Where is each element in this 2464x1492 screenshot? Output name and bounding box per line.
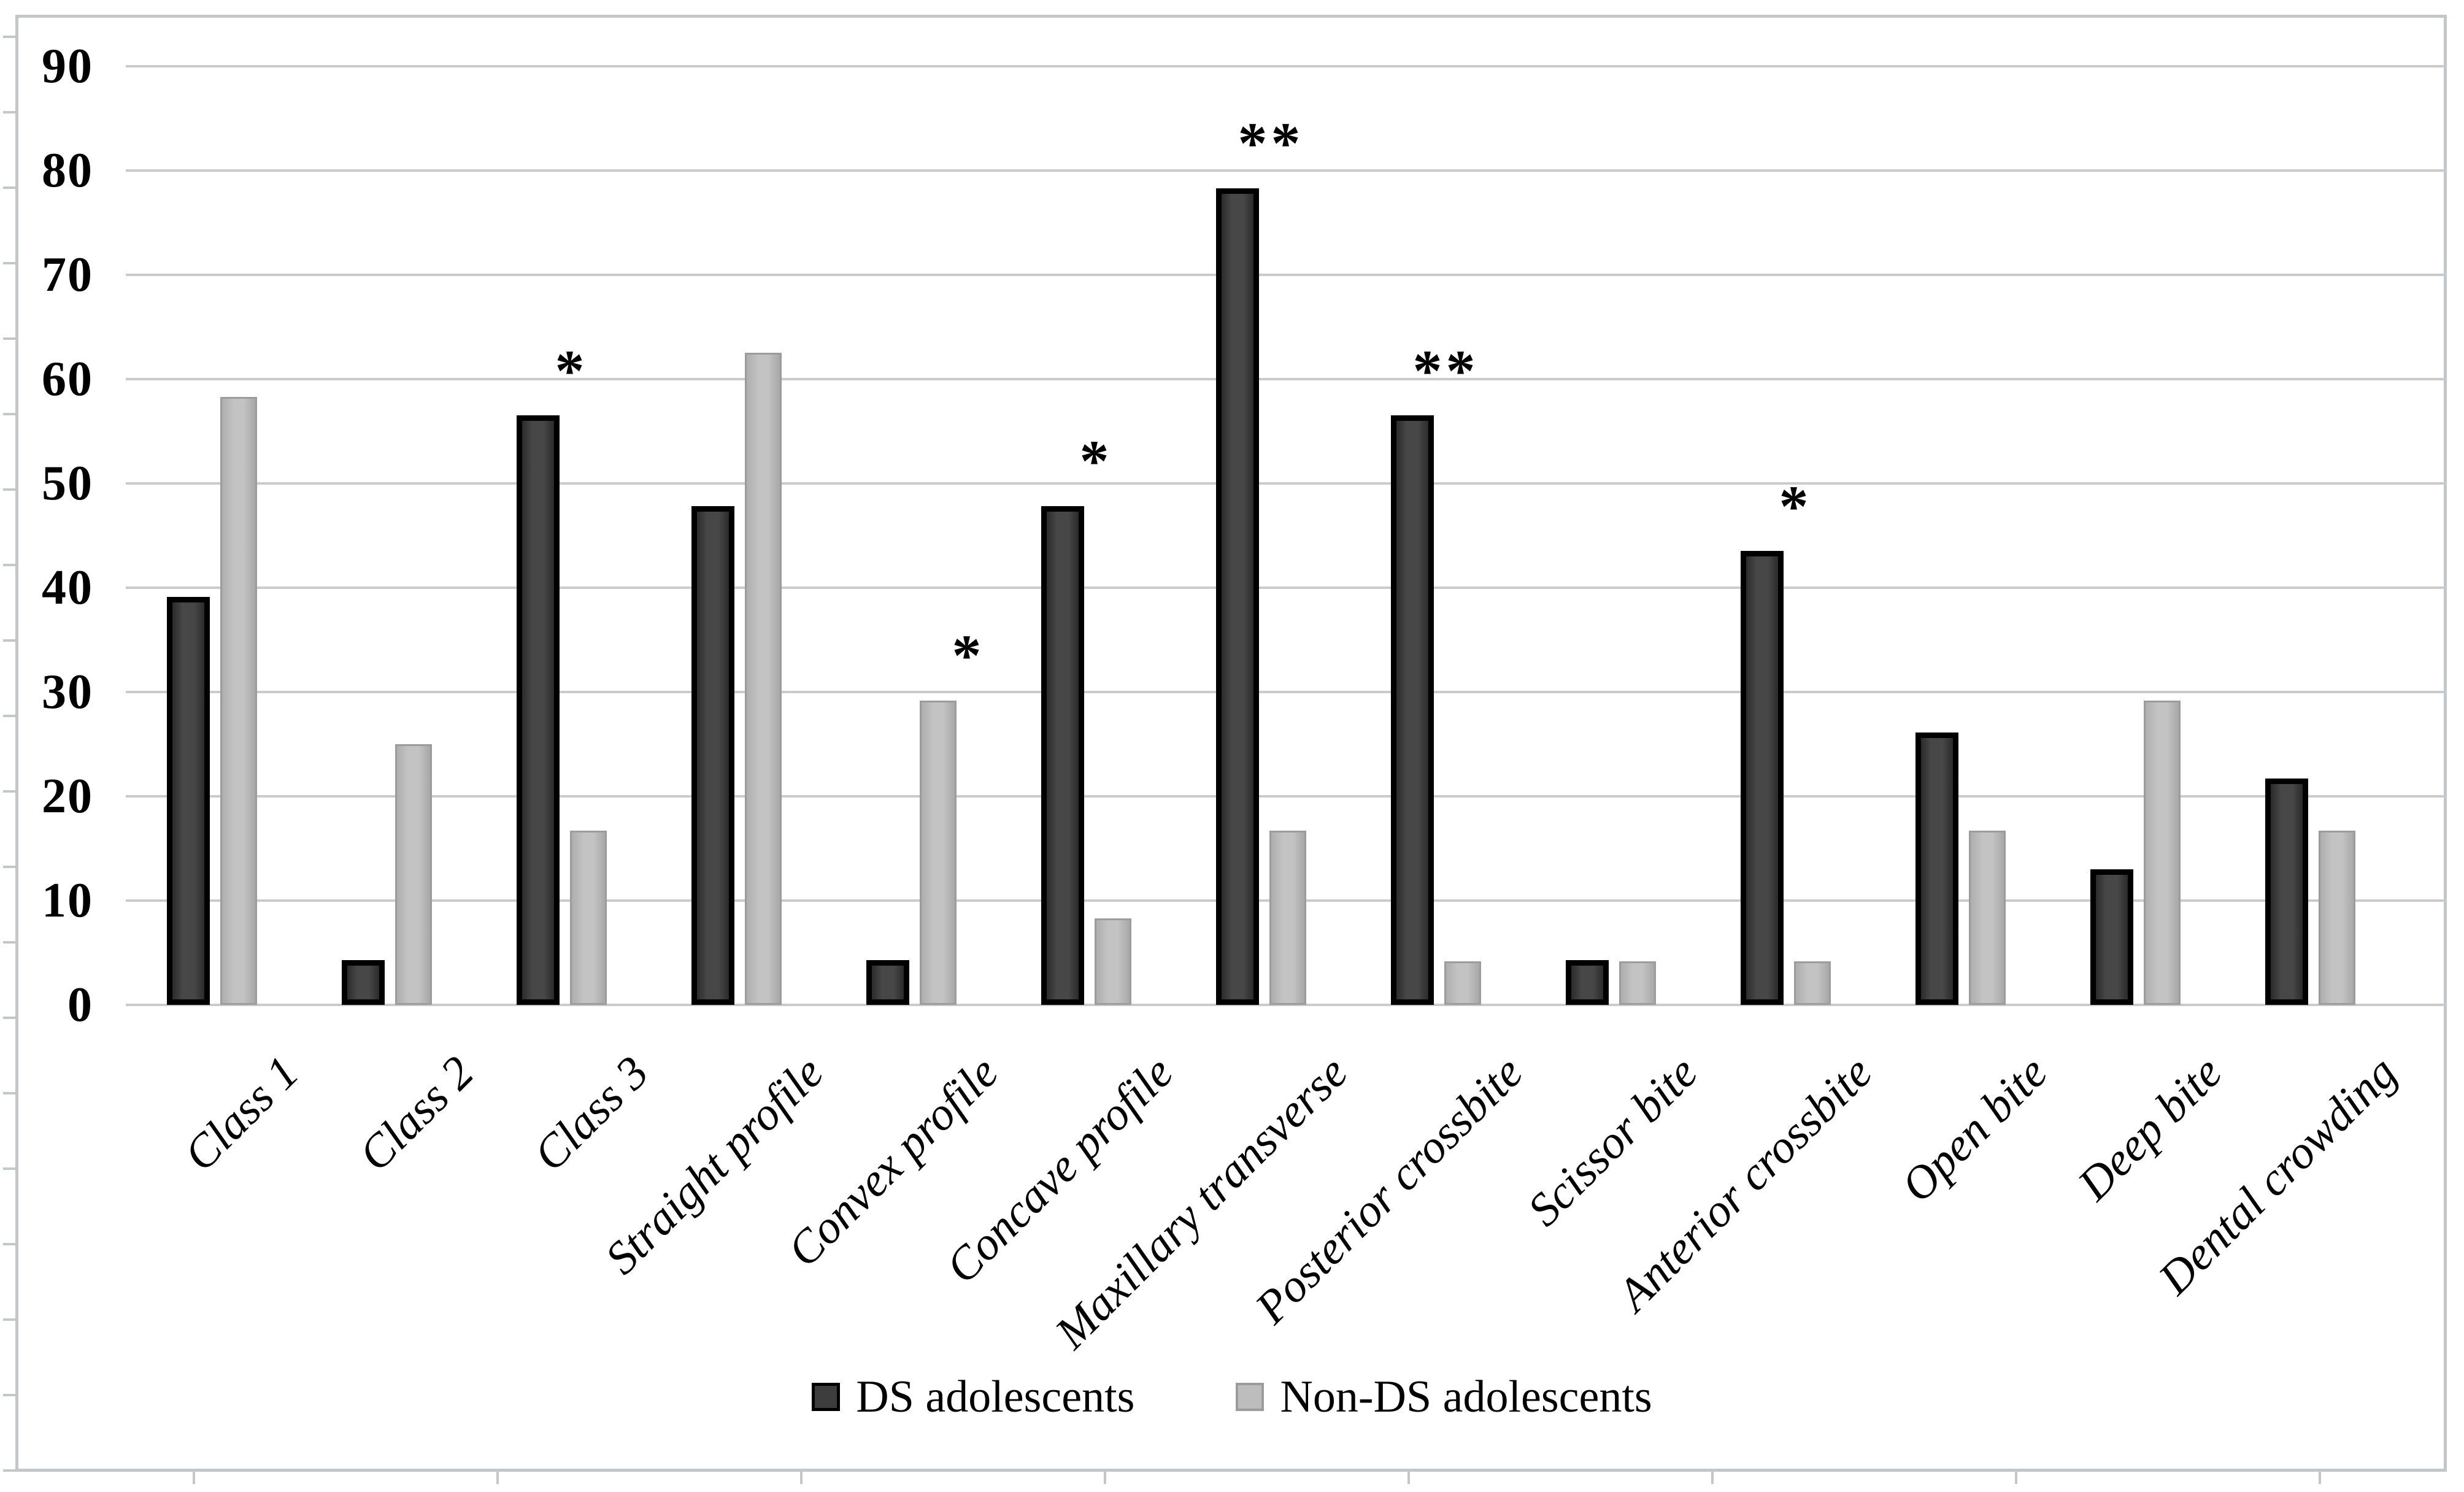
- gridline-0: [126, 1004, 2445, 1006]
- bar-ds-adolescents-dental-crowding: [2265, 779, 2308, 1005]
- frame-minor-tick: [800, 1472, 803, 1484]
- gridline-30: [126, 691, 2445, 693]
- bar-non-ds-adolescents-concave-profile: [1094, 918, 1131, 1005]
- bar-ds-adolescents-posterior-crossbite: [1390, 415, 1434, 1005]
- gridline-40: [126, 586, 2445, 589]
- frame-minor-tick: [3, 866, 15, 868]
- legend-item-ds-adolescents: DS adolescents: [812, 1372, 1134, 1421]
- frame-minor-tick: [3, 1394, 15, 1396]
- significance-marker-posterior-crossbite: **: [1412, 337, 1479, 404]
- legend-swatch-icon: [812, 1383, 841, 1411]
- frame-minor-tick: [3, 186, 15, 189]
- frame-minor-tick: [3, 36, 15, 38]
- frame-minor-tick: [3, 1243, 15, 1245]
- frame-minor-tick: [2015, 1472, 2017, 1484]
- bar-non-ds-adolescents-maxillary-transverse: [1269, 831, 1306, 1005]
- frame-minor-tick: [3, 1092, 15, 1094]
- y-tick-label-10: 10: [42, 874, 93, 928]
- frame-minor-tick: [1104, 1472, 1106, 1484]
- frame-minor-tick: [193, 1472, 195, 1484]
- frame-minor-tick: [3, 564, 15, 566]
- figure-frame: [15, 15, 2447, 1472]
- legend-label: Non-DS adolescents: [1280, 1372, 1652, 1422]
- frame-minor-tick: [3, 1017, 15, 1019]
- gridline-70: [126, 274, 2445, 276]
- y-tick-label-70: 70: [42, 248, 93, 302]
- gridline-50: [126, 482, 2445, 485]
- bar-ds-adolescents-scissor-bite: [1565, 960, 1609, 1005]
- frame-minor-tick: [3, 639, 15, 642]
- frame-minor-tick: [3, 111, 15, 113]
- legend-swatch-icon: [1236, 1383, 1265, 1411]
- bar-ds-adolescents-convex-profile: [866, 960, 909, 1005]
- bar-non-ds-adolescents-open-bite: [1968, 831, 2006, 1005]
- bar-non-ds-adolescents-straight-profile: [744, 353, 782, 1005]
- bar-ds-adolescents-class-3: [516, 415, 560, 1005]
- bar-non-ds-adolescents-posterior-crossbite: [1444, 961, 1481, 1005]
- significance-marker-convex-profile: *: [952, 622, 985, 688]
- bar-non-ds-adolescents-anterior-crossbite: [1793, 961, 1831, 1005]
- bar-ds-adolescents-straight-profile: [691, 506, 734, 1005]
- bar-ds-adolescents-maxillary-transverse: [1215, 188, 1259, 1005]
- frame-minor-tick: [3, 790, 15, 793]
- bar-ds-adolescents-anterior-crossbite: [1740, 551, 1784, 1005]
- y-tick-label-30: 30: [42, 665, 93, 719]
- y-tick-label-80: 80: [42, 144, 93, 198]
- y-tick-label-40: 40: [42, 561, 93, 615]
- frame-minor-tick: [3, 1469, 15, 1472]
- bar-ds-adolescents-concave-profile: [1041, 506, 1084, 1005]
- gridline-90: [126, 65, 2445, 67]
- bar-non-ds-adolescents-deep-bite: [2143, 701, 2181, 1005]
- frame-minor-tick: [496, 1472, 499, 1484]
- frame-minor-tick: [1711, 1472, 1714, 1484]
- frame-minor-tick: [3, 1167, 15, 1170]
- bar-non-ds-adolescents-convex-profile: [919, 701, 957, 1005]
- bar-non-ds-adolescents-dental-crowding: [2318, 831, 2355, 1005]
- gridline-20: [126, 795, 2445, 798]
- frame-minor-tick: [3, 488, 15, 491]
- bar-ds-adolescents-open-bite: [1915, 733, 1958, 1005]
- significance-marker-class-3: *: [555, 337, 588, 404]
- significance-marker-concave-profile: *: [1079, 428, 1113, 494]
- bar-non-ds-adolescents-class-3: [569, 831, 607, 1005]
- frame-minor-tick: [2319, 1472, 2321, 1484]
- bar-ds-adolescents-deep-bite: [2090, 869, 2133, 1005]
- y-tick-label-60: 60: [42, 352, 93, 406]
- significance-marker-maxillary-transverse: **: [1238, 110, 1304, 176]
- y-tick-label-0: 0: [67, 978, 93, 1032]
- significance-marker-anterior-crossbite: *: [1779, 473, 1812, 539]
- bar-non-ds-adolescents-class-1: [220, 397, 257, 1005]
- legend-item-non-ds-adolescents: Non-DS adolescents: [1236, 1372, 1652, 1421]
- bar-non-ds-adolescents-class-2: [395, 744, 432, 1005]
- frame-minor-tick: [3, 715, 15, 717]
- legend-label: DS adolescents: [856, 1372, 1135, 1422]
- frame-minor-tick: [1407, 1472, 1410, 1484]
- frame-minor-tick: [3, 262, 15, 264]
- gridline-60: [126, 378, 2445, 380]
- gridline-80: [126, 169, 2445, 172]
- y-tick-label-90: 90: [42, 39, 93, 93]
- y-tick-label-50: 50: [42, 456, 93, 510]
- legend: DS adolescents Non-DS adolescents: [0, 1357, 2464, 1437]
- frame-minor-tick: [3, 337, 15, 340]
- frame-minor-tick: [3, 413, 15, 415]
- y-tick-label-20: 20: [42, 769, 93, 823]
- bar-ds-adolescents-class-2: [341, 960, 385, 1005]
- frame-minor-tick: [3, 1318, 15, 1321]
- bar-non-ds-adolescents-scissor-bite: [1619, 961, 1656, 1005]
- frame-minor-tick: [3, 941, 15, 944]
- bar-ds-adolescents-class-1: [166, 597, 210, 1005]
